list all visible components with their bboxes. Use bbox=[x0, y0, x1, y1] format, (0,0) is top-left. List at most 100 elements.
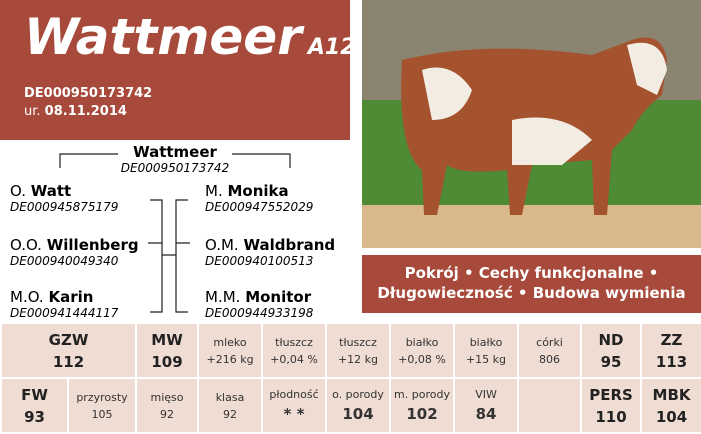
cell-label: PERS bbox=[582, 386, 640, 404]
table-cell: przyrosty 105 bbox=[68, 378, 136, 433]
cell-label: MW bbox=[137, 331, 197, 349]
birth-date: 08.11.2014 bbox=[45, 104, 127, 119]
ancestor-id: DE000945875179 bbox=[10, 200, 118, 214]
cell-label: GZW bbox=[2, 331, 135, 349]
page: WattmeerA12 DE000950173742 ur. 08.11.201… bbox=[0, 0, 701, 434]
ancestor-id: DE000940049340 bbox=[10, 254, 139, 268]
table-cell: FW 93 bbox=[1, 378, 68, 433]
birth-label: ur. bbox=[24, 104, 41, 119]
table-cell: VIW 84 bbox=[454, 378, 518, 433]
table-cell-empty bbox=[518, 378, 581, 433]
root-name: Wattmeer bbox=[133, 143, 217, 161]
cell-value: 105 bbox=[69, 408, 135, 421]
cell-label: płodność bbox=[263, 388, 325, 401]
cell-label: mleko bbox=[199, 336, 261, 349]
banner-line: Długowieczność • Budowa wymienia bbox=[362, 283, 701, 303]
table-cell: mleko +216 kg bbox=[198, 323, 262, 378]
photo bbox=[362, 0, 701, 248]
ancestor-name: Waldbrand bbox=[243, 236, 335, 254]
cell-label: o. porody bbox=[327, 388, 389, 401]
cell-label: ZZ bbox=[642, 331, 701, 349]
cell-value: 109 bbox=[137, 353, 197, 371]
cell-label: tłuszcz bbox=[263, 336, 325, 349]
cell-value: 806 bbox=[519, 353, 580, 366]
cell-value: 92 bbox=[199, 408, 261, 421]
cell-value: +15 kg bbox=[455, 353, 517, 366]
ancestor-name: Monitor bbox=[245, 288, 311, 306]
table-cell: PERS 110 bbox=[581, 378, 641, 433]
table-cell: o. porody 104 bbox=[326, 378, 390, 433]
cell-value: 113 bbox=[642, 353, 701, 371]
ancestor-name: Karin bbox=[48, 288, 93, 306]
cell-label: MBK bbox=[642, 386, 701, 404]
birth: ur. 08.11.2014 bbox=[24, 104, 127, 119]
table-cell: białko +0,08 % bbox=[390, 323, 454, 378]
ancestor-id: DE000941444117 bbox=[10, 306, 118, 320]
banner: Pokrój • Cechy funkcjonalne • Długowiecz… bbox=[362, 255, 701, 313]
table-cell: GZW 112 bbox=[1, 323, 136, 378]
relation: M. bbox=[205, 182, 223, 200]
table-cell: mięso 92 bbox=[136, 378, 198, 433]
cell-label: tłuszcz bbox=[327, 336, 389, 349]
cell-value: 84 bbox=[455, 405, 517, 423]
banner-line: Pokrój • Cechy funkcjonalne • bbox=[362, 263, 701, 283]
ancestor-name: Watt bbox=[31, 182, 71, 200]
cell-label: białko bbox=[391, 336, 453, 349]
table-cell: białko +15 kg bbox=[454, 323, 518, 378]
bull-name: Wattmeer bbox=[24, 8, 302, 66]
cell-value: 104 bbox=[642, 408, 701, 426]
cell-value: 102 bbox=[391, 405, 453, 423]
cell-value: +216 kg bbox=[199, 353, 261, 366]
table-cell: klasa 92 bbox=[198, 378, 262, 433]
relation: O.M. bbox=[205, 236, 239, 254]
table-cell: płodność * * bbox=[262, 378, 326, 433]
cell-value: +0,08 % bbox=[391, 353, 453, 366]
cell-label: FW bbox=[2, 386, 67, 404]
relation: M.M. bbox=[205, 288, 240, 306]
cell-value: 95 bbox=[582, 353, 640, 371]
cell-value: 93 bbox=[2, 408, 67, 426]
ancestor-id: DE000944933198 bbox=[205, 306, 313, 320]
table-cell: MBK 104 bbox=[641, 378, 701, 433]
ancestor-id: DE000940100513 bbox=[205, 254, 335, 268]
cell-value: 104 bbox=[327, 405, 389, 423]
relation: M.O. bbox=[10, 288, 44, 306]
cell-value: 112 bbox=[2, 353, 135, 371]
cell-value: 110 bbox=[582, 408, 640, 426]
cell-label: mięso bbox=[137, 391, 197, 404]
root-id: DE000950173742 bbox=[0, 161, 350, 175]
bull-code: A12 bbox=[308, 35, 356, 60]
cell-label: VIW bbox=[455, 388, 517, 401]
table-cell: m. porody 102 bbox=[390, 378, 454, 433]
table-cell: córki 806 bbox=[518, 323, 581, 378]
cell-label: białko bbox=[455, 336, 517, 349]
table-cell: ND 95 bbox=[581, 323, 641, 378]
cell-label: przyrosty bbox=[69, 391, 135, 404]
cell-value: 92 bbox=[137, 408, 197, 421]
cell-value: +12 kg bbox=[327, 353, 389, 366]
bull-id: DE000950173742 bbox=[24, 86, 152, 101]
cell-label: córki bbox=[519, 336, 580, 349]
cell-label: m. porody bbox=[391, 388, 453, 401]
relation: O.O. bbox=[10, 236, 42, 254]
ancestor-name: Willenberg bbox=[47, 236, 139, 254]
cell-label: klasa bbox=[199, 391, 261, 404]
cell-value: * * bbox=[263, 405, 325, 423]
cell-label: ND bbox=[582, 331, 640, 349]
table-cell: MW 109 bbox=[136, 323, 198, 378]
relation: O. bbox=[10, 182, 26, 200]
cell-value: +0,04 % bbox=[263, 353, 325, 366]
ancestor-id: DE000947552029 bbox=[205, 200, 313, 214]
table-cell: tłuszcz +12 kg bbox=[326, 323, 390, 378]
ancestor-name: Monika bbox=[228, 182, 289, 200]
table-cell: tłuszcz +0,04 % bbox=[262, 323, 326, 378]
